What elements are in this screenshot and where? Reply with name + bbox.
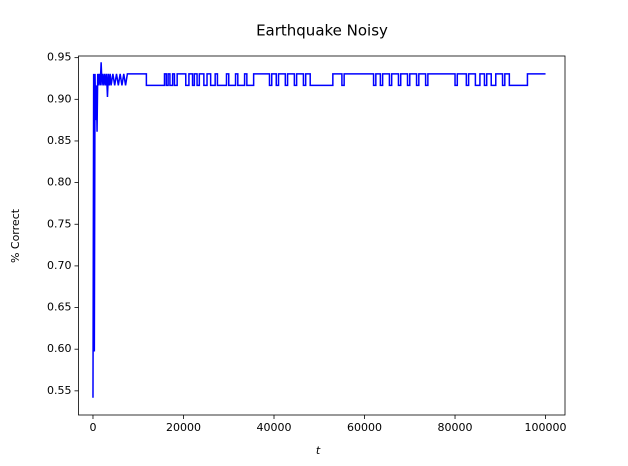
x-axis-label: t [316, 444, 321, 457]
data-line [92, 62, 546, 398]
y-tick-label: 0.60 [47, 342, 72, 355]
x-tick-label: 20000 [166, 421, 201, 434]
y-tick-label: 0.55 [47, 384, 72, 397]
y-axis-label: % Correct [9, 208, 22, 263]
y-tick-label: 0.65 [47, 301, 72, 314]
y-tick-label: 0.85 [47, 134, 72, 147]
y-tick-label: 0.80 [47, 176, 72, 189]
y-tick-label: 0.95 [47, 51, 72, 64]
x-tick-label: 100000 [525, 421, 567, 434]
plot-frame [78, 55, 566, 416]
x-tick-label: 0 [89, 421, 96, 434]
y-tick-label: 0.90 [47, 92, 72, 105]
y-tick-label: 0.75 [47, 217, 72, 230]
x-tick-label: 80000 [438, 421, 473, 434]
x-tick-label: 40000 [257, 421, 292, 434]
chart-title: Earthquake Noisy [256, 22, 388, 40]
x-tick-label: 60000 [347, 421, 382, 434]
y-tick-label: 0.70 [47, 259, 72, 272]
